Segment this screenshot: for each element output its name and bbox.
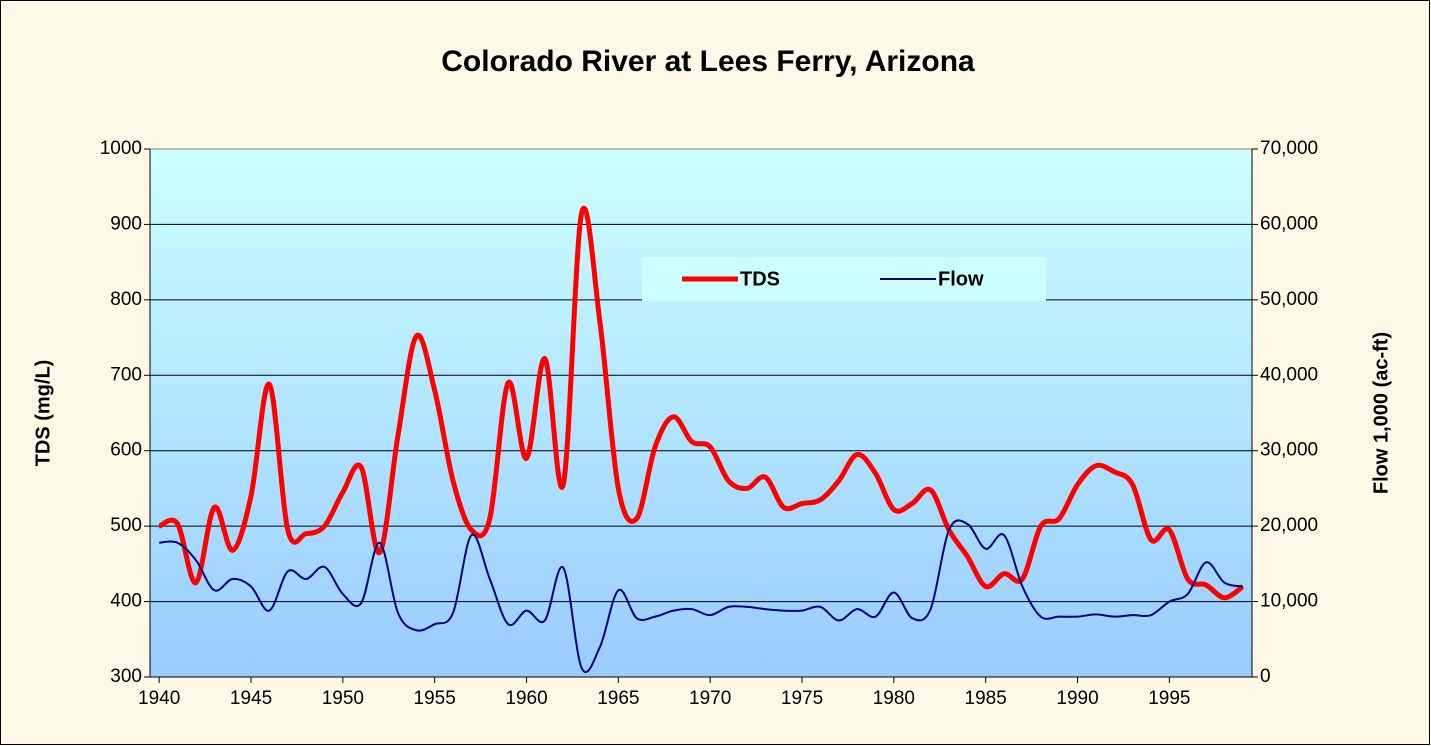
y2-tick-label: 30,000 <box>1260 440 1318 461</box>
y2-axis-label: Flow 1,000 (ac-ft) <box>1370 332 1392 494</box>
x-tick-label: 1940 <box>138 688 180 709</box>
x-tick-label: 1965 <box>597 688 639 709</box>
y2-tick-label: 0 <box>1260 666 1271 687</box>
y-tick-label: 400 <box>110 591 142 612</box>
x-tick-label: 1955 <box>414 688 456 709</box>
legend-label: Flow <box>938 268 984 290</box>
series-line <box>158 205 1245 601</box>
y-tick-label: 800 <box>110 289 142 310</box>
y-tick-label: 600 <box>110 440 142 461</box>
y2-tick-label: 50,000 <box>1260 289 1318 310</box>
y-tick-label: 700 <box>110 364 142 385</box>
legend-label: TDS <box>740 268 780 290</box>
chart-title: Colorado River at Lees Ferry, Arizona <box>441 45 975 78</box>
y-tick-label: 500 <box>110 515 142 536</box>
x-tick-label: 1995 <box>1148 688 1190 709</box>
x-tick-label: 1985 <box>965 688 1007 709</box>
plot-area <box>149 148 1253 678</box>
y2-tick-label: 70,000 <box>1260 138 1318 159</box>
y2-tick-label: 40,000 <box>1260 364 1318 385</box>
x-tick-label: 1950 <box>322 688 364 709</box>
series-line <box>159 519 1244 674</box>
x-tick-label: 1970 <box>689 688 731 709</box>
x-tick-label: 1975 <box>781 688 823 709</box>
y2-tick-label: 20,000 <box>1260 515 1318 536</box>
y2-tick-label: 60,000 <box>1260 213 1318 234</box>
x-tick-label: 1980 <box>873 688 915 709</box>
x-tick-label: 1990 <box>1056 688 1098 709</box>
y2-tick-label: 10,000 <box>1260 591 1318 612</box>
x-tick-label: 1945 <box>230 688 272 709</box>
y-tick-label: 300 <box>110 666 142 687</box>
x-tick-label: 1960 <box>505 688 547 709</box>
y-axis-label: TDS (mg/L) <box>32 360 54 467</box>
y-tick-label: 1000 <box>100 138 142 159</box>
y-tick-label: 900 <box>110 213 142 234</box>
